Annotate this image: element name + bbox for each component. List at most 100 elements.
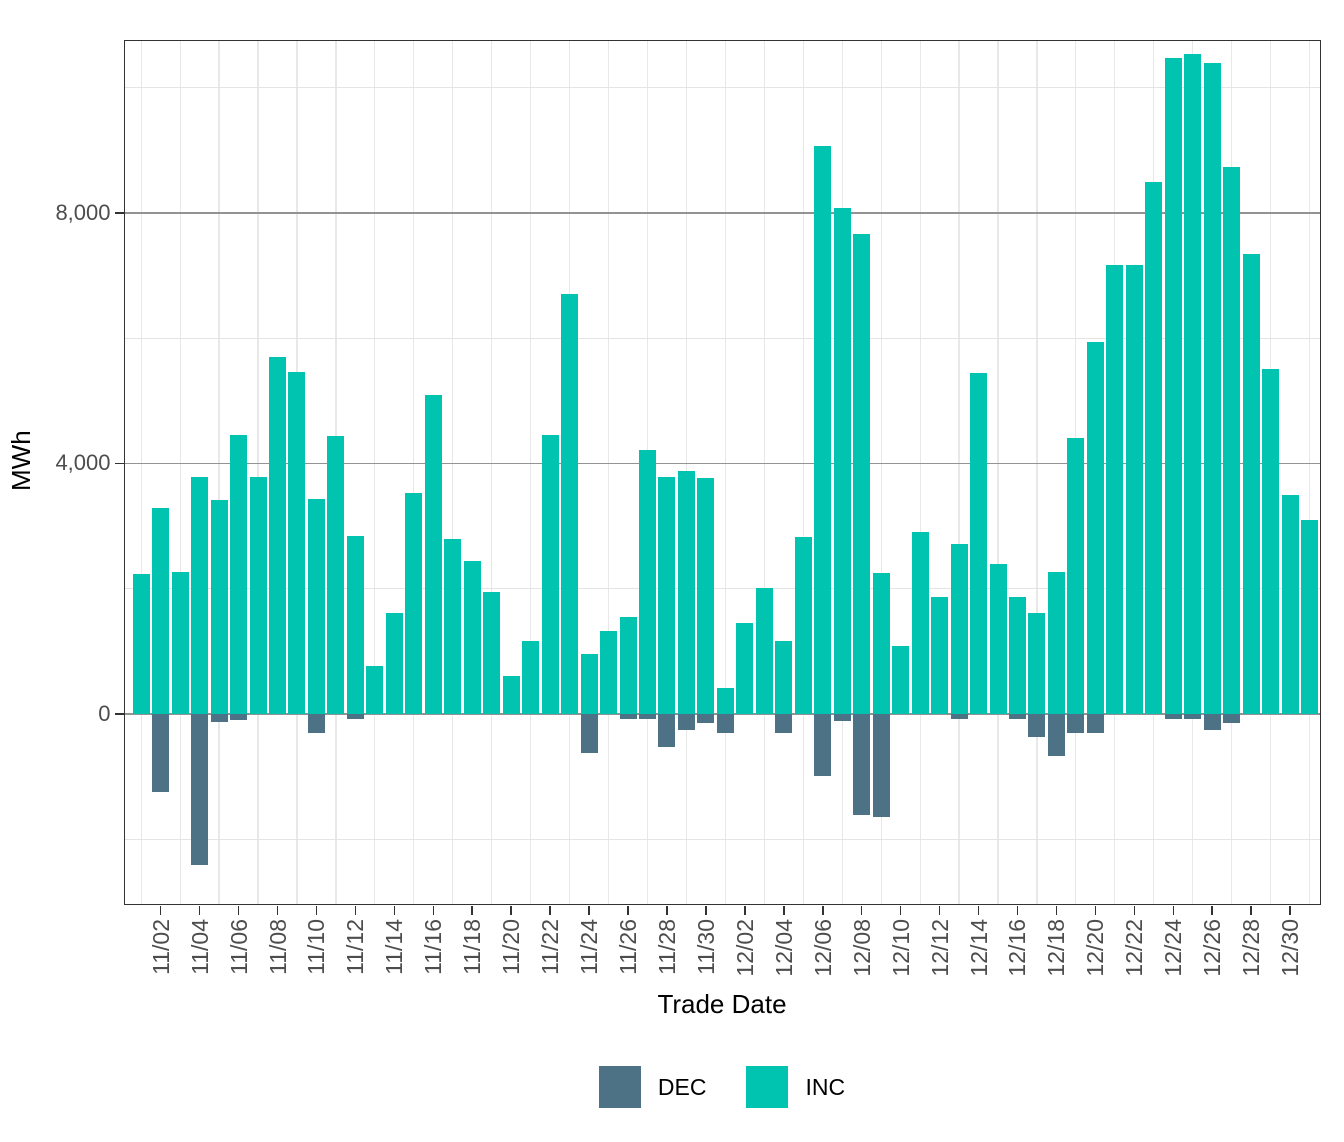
y-tick-label: 8,000 bbox=[55, 199, 111, 225]
bar-dec bbox=[210, 714, 228, 722]
bar-inc bbox=[1067, 438, 1085, 714]
bar-dec bbox=[677, 714, 695, 731]
legend-item-inc: INC bbox=[746, 1066, 845, 1108]
bar-inc bbox=[561, 294, 579, 714]
bar-inc bbox=[775, 640, 793, 714]
x-tick bbox=[393, 906, 396, 915]
bar-dec bbox=[658, 714, 676, 747]
x-tick bbox=[432, 906, 435, 915]
x-tick-label: 12/14 bbox=[965, 919, 992, 977]
bar-inc bbox=[950, 544, 968, 714]
legend-swatch-inc bbox=[746, 1066, 789, 1108]
x-tick-label: 12/12 bbox=[926, 919, 953, 977]
x-tick bbox=[627, 906, 629, 915]
bar-dec bbox=[1223, 714, 1241, 724]
y-tick bbox=[114, 713, 124, 715]
bar-dec bbox=[580, 714, 598, 753]
v-gridline bbox=[1036, 41, 1038, 904]
x-tick-label: 12/22 bbox=[1121, 919, 1148, 977]
x-tick-label: 11/24 bbox=[576, 919, 603, 975]
bar-dec bbox=[1164, 714, 1182, 719]
bar-inc bbox=[814, 146, 832, 714]
bar-inc bbox=[911, 532, 929, 714]
bar-inc bbox=[307, 498, 325, 714]
x-tick bbox=[783, 906, 785, 915]
x-tick-label: 12/08 bbox=[848, 919, 875, 977]
bar-dec bbox=[619, 714, 637, 719]
bar-inc bbox=[755, 588, 773, 714]
x-tick bbox=[315, 906, 318, 915]
bar-dec bbox=[1008, 714, 1026, 719]
x-tick-label: 11/28 bbox=[653, 919, 680, 975]
y-tick-label: 4,000 bbox=[55, 450, 111, 476]
bar-inc bbox=[1086, 341, 1104, 714]
v-gridline bbox=[958, 41, 960, 904]
v-gridline bbox=[724, 41, 726, 904]
x-tick bbox=[1172, 906, 1175, 915]
x-tick-label: 12/30 bbox=[1277, 919, 1304, 977]
x-tick bbox=[744, 906, 746, 915]
bar-inc bbox=[288, 371, 306, 714]
bar-inc bbox=[249, 476, 267, 714]
x-tick-label: 11/16 bbox=[420, 919, 447, 975]
bar-inc bbox=[346, 536, 364, 714]
bar-inc bbox=[1145, 182, 1163, 714]
bar-inc bbox=[794, 537, 812, 714]
bar-inc bbox=[269, 356, 286, 714]
bar-inc bbox=[1164, 58, 1182, 714]
h-gridline-minor bbox=[123, 588, 1321, 590]
bar-inc bbox=[230, 434, 248, 714]
y-tick bbox=[114, 212, 124, 214]
x-tick-label: 11/06 bbox=[225, 919, 252, 975]
x-axis-title: Trade Date bbox=[657, 989, 787, 1019]
v-gridline bbox=[802, 41, 804, 904]
bar-inc bbox=[405, 492, 423, 714]
x-tick-label: 11/30 bbox=[692, 919, 719, 975]
x-tick-label: 11/22 bbox=[537, 919, 564, 975]
legend: DEC INC bbox=[124, 1066, 1321, 1108]
legend-label-inc: INC bbox=[805, 1073, 846, 1100]
x-tick bbox=[354, 906, 357, 915]
bar-dec bbox=[307, 714, 325, 733]
x-tick-label: 12/06 bbox=[809, 919, 836, 977]
bar-dec bbox=[638, 714, 656, 719]
x-tick bbox=[1133, 906, 1136, 915]
bar-dec bbox=[1184, 714, 1202, 719]
bar-inc bbox=[1184, 53, 1202, 714]
x-tick bbox=[899, 906, 902, 915]
v-gridline bbox=[257, 41, 259, 904]
v-gridline bbox=[452, 41, 454, 904]
legend-item-dec: DEC bbox=[598, 1066, 707, 1108]
x-tick bbox=[237, 906, 240, 915]
bar-inc bbox=[600, 631, 618, 714]
x-tick bbox=[588, 906, 590, 915]
bar-dec bbox=[716, 714, 734, 734]
x-tick-label: 12/24 bbox=[1160, 919, 1187, 977]
bar-dec bbox=[191, 714, 209, 865]
bar-inc bbox=[716, 687, 734, 714]
bar-inc bbox=[444, 538, 462, 714]
bar-inc bbox=[424, 394, 442, 714]
x-tick bbox=[159, 906, 162, 915]
x-tick bbox=[510, 906, 512, 915]
x-tick bbox=[1250, 906, 1252, 915]
bar-dec bbox=[346, 714, 364, 719]
x-tick bbox=[1289, 906, 1291, 915]
v-gridline bbox=[880, 41, 882, 904]
legend-label-dec: DEC bbox=[657, 1073, 707, 1100]
bar-inc bbox=[366, 665, 384, 714]
bar-dec bbox=[775, 714, 793, 734]
v-gridline bbox=[179, 41, 181, 904]
v-gridline bbox=[607, 41, 610, 904]
bar-inc bbox=[522, 641, 540, 714]
bar-inc bbox=[191, 476, 209, 714]
bar-inc bbox=[463, 561, 481, 714]
bar-dec bbox=[853, 714, 871, 815]
v-gridline bbox=[763, 41, 765, 904]
h-gridline-major bbox=[123, 212, 1321, 214]
bar-inc bbox=[872, 573, 890, 714]
bar-dec bbox=[697, 714, 715, 723]
v-gridline bbox=[218, 41, 220, 904]
bar-dec bbox=[814, 714, 832, 776]
